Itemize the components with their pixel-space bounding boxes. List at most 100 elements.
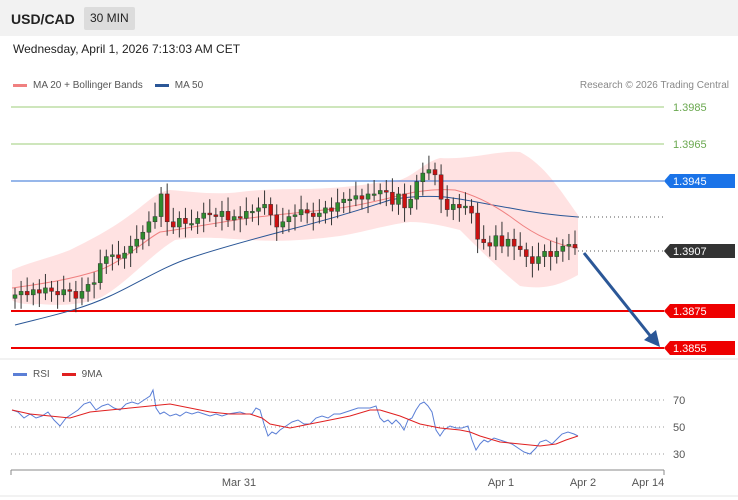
- candle-body[interactable]: [62, 290, 66, 295]
- candle-body[interactable]: [92, 283, 96, 285]
- candle-body[interactable]: [524, 250, 528, 257]
- candle-body[interactable]: [476, 213, 480, 239]
- candle-body[interactable]: [396, 194, 400, 204]
- candle-body[interactable]: [470, 206, 474, 213]
- candle-body[interactable]: [98, 264, 102, 283]
- candle-body[interactable]: [506, 239, 510, 246]
- candle-body[interactable]: [250, 211, 254, 213]
- last-price-tag: 1.3907: [664, 244, 735, 258]
- candle-body[interactable]: [512, 239, 516, 246]
- candle-body[interactable]: [573, 244, 577, 247]
- candle-body[interactable]: [317, 213, 321, 216]
- candle-body[interactable]: [311, 213, 315, 216]
- candle-body[interactable]: [488, 243, 492, 246]
- candle-body[interactable]: [269, 204, 273, 214]
- candle-body[interactable]: [263, 204, 267, 207]
- candle-body[interactable]: [56, 291, 60, 294]
- candle-body[interactable]: [141, 232, 145, 239]
- candle-body[interactable]: [409, 199, 413, 208]
- candle-body[interactable]: [323, 208, 327, 213]
- candle-body[interactable]: [342, 199, 346, 202]
- candle-body[interactable]: [153, 217, 157, 222]
- candle-body[interactable]: [336, 203, 340, 212]
- candle-body[interactable]: [183, 218, 187, 223]
- candle-body[interactable]: [348, 199, 352, 201]
- rsi-tick-30: 30: [673, 449, 685, 461]
- candle-body[interactable]: [31, 290, 35, 295]
- candle-body[interactable]: [482, 239, 486, 242]
- candle-body[interactable]: [403, 194, 407, 208]
- candle-body[interactable]: [256, 208, 260, 211]
- candle-body[interactable]: [226, 211, 230, 220]
- candle-body[interactable]: [561, 246, 565, 251]
- candle-body[interactable]: [220, 211, 224, 216]
- candle-body[interactable]: [86, 284, 90, 291]
- candle-body[interactable]: [116, 255, 120, 258]
- candle-body[interactable]: [80, 291, 84, 298]
- candle-body[interactable]: [123, 253, 127, 258]
- candle-body[interactable]: [13, 295, 17, 298]
- candle-body[interactable]: [110, 255, 114, 257]
- candle-body[interactable]: [445, 199, 449, 209]
- candle-body[interactable]: [238, 217, 242, 219]
- candle-body[interactable]: [171, 222, 175, 227]
- candle-body[interactable]: [281, 222, 285, 227]
- candle-body[interactable]: [25, 291, 29, 294]
- s1-price-label: 1.3875: [673, 306, 707, 318]
- candle-body[interactable]: [159, 194, 163, 217]
- candle-body[interactable]: [378, 190, 382, 193]
- candle-body[interactable]: [299, 210, 303, 215]
- candle-body[interactable]: [165, 194, 169, 222]
- candle-body[interactable]: [68, 290, 72, 292]
- candle-body[interactable]: [536, 257, 540, 264]
- candle-body[interactable]: [208, 213, 212, 215]
- candle-body[interactable]: [457, 204, 461, 207]
- candle-body[interactable]: [433, 170, 437, 175]
- candle-body[interactable]: [354, 196, 358, 199]
- candle-body[interactable]: [305, 210, 309, 213]
- candle-body[interactable]: [50, 288, 54, 291]
- candle-body[interactable]: [384, 190, 388, 192]
- candle-body[interactable]: [196, 218, 200, 223]
- candle-body[interactable]: [421, 173, 425, 182]
- candle-body[interactable]: [415, 182, 419, 199]
- s2-price-tag: 1.3855: [664, 341, 735, 355]
- candle-body[interactable]: [214, 215, 218, 217]
- pivot-price-label: 1.3945: [673, 176, 707, 188]
- candle-body[interactable]: [287, 217, 291, 222]
- candle-body[interactable]: [530, 257, 534, 264]
- candle-body[interactable]: [244, 211, 248, 218]
- candle-body[interactable]: [463, 206, 467, 208]
- candle-body[interactable]: [555, 251, 559, 256]
- candle-body[interactable]: [177, 218, 181, 227]
- candle-body[interactable]: [427, 170, 431, 173]
- candle-body[interactable]: [135, 239, 139, 246]
- candle-body[interactable]: [360, 196, 364, 199]
- candle-body[interactable]: [372, 194, 376, 196]
- candle-body[interactable]: [275, 215, 279, 227]
- candle-body[interactable]: [500, 236, 504, 246]
- candle-body[interactable]: [43, 288, 47, 293]
- candle-body[interactable]: [390, 192, 394, 204]
- candle-body[interactable]: [19, 291, 23, 294]
- candle-body[interactable]: [494, 236, 498, 246]
- candle-body[interactable]: [147, 222, 151, 232]
- candle-body[interactable]: [518, 246, 522, 249]
- candle-body[interactable]: [232, 217, 236, 220]
- x-label-apr2: Apr 2: [570, 477, 596, 489]
- candle-body[interactable]: [74, 291, 78, 298]
- candle-body[interactable]: [567, 244, 571, 246]
- candle-body[interactable]: [549, 251, 553, 256]
- candle-body[interactable]: [104, 257, 108, 264]
- candle-body[interactable]: [293, 215, 297, 217]
- candle-body[interactable]: [439, 175, 443, 199]
- candle-body[interactable]: [202, 213, 206, 218]
- candle-body[interactable]: [190, 224, 194, 226]
- candle-body[interactable]: [330, 208, 334, 211]
- candle-body[interactable]: [366, 194, 370, 199]
- candle-body[interactable]: [543, 251, 547, 256]
- candle-body[interactable]: [451, 204, 455, 209]
- candle-body[interactable]: [129, 246, 133, 253]
- candle-body[interactable]: [37, 290, 41, 293]
